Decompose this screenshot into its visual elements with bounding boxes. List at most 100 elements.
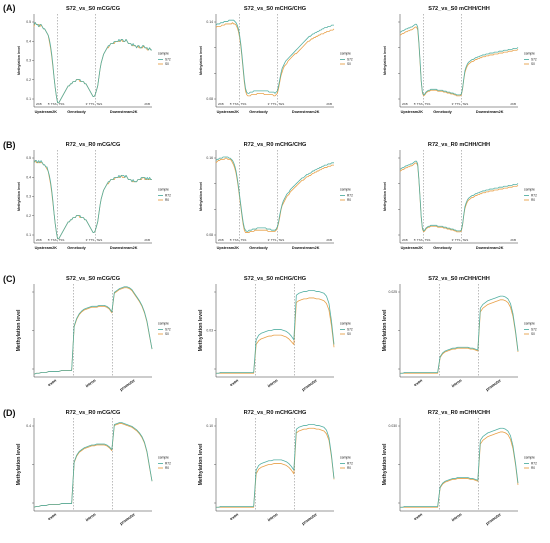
position-label: 2KB [402,238,408,242]
x-category-label: intron [266,511,279,522]
chart-panel: S72_vs_S0 mCG/CG Methylation level 0.5 0.4 0… [17,6,171,114]
legend-title: sample [340,52,351,56]
legend-label: S0 [347,332,351,336]
legend-title: sample [158,456,169,460]
x-category-label: promoter [485,511,503,525]
legend-label: S72 [165,328,171,332]
position-label: TES [278,238,284,242]
position-label: 2KB [36,238,42,242]
legend-label: S72 [165,58,171,62]
x-section-label: Downstream2K [476,246,504,250]
y-tick-label: 0.1 [26,233,31,237]
legend-title: sample [524,322,535,326]
legend-label: R0 [165,198,169,202]
chart-title: R72_vs_R0 mCHH/CHH [428,142,490,148]
legend-label: R72 [347,462,353,466]
position-label: TSS [425,102,431,106]
y-tick-label: 0.2 [26,214,31,218]
y-axis-label: Methylation level [17,46,21,75]
x-category-label: promoter [301,377,319,391]
position-label: 3' TTS [268,102,277,106]
y-tick-label: 0.14 [206,20,213,24]
chart-title: S72_vs_S0 mCHH/CHH [428,6,490,12]
chart-panel: R72_vs_R0 mCG/CG Methylation level 0.4 exon… [16,410,171,526]
x-section-label: Downstream2K [292,110,320,114]
y-axis-label: Methylation level [16,443,22,485]
legend-label: S72 [531,328,537,332]
chart-panel: R72_vs_R0 mCG/CG Methylation level 0.5 0.4 0… [17,142,171,250]
x-section-label: Downstream2K [292,246,320,250]
row-label: (D) [3,408,16,418]
series-line-r72 [216,424,335,508]
y-tick-label: 0.5 [26,156,31,160]
y-tick-label: 0.1 [26,97,31,101]
x-section-label: Genebody [67,246,86,250]
position-label: TES [96,238,102,242]
x-category-label: exon [47,511,58,521]
position-label: 2KB [144,102,150,106]
row-label: (B) [3,140,16,150]
position-label: 2KB [218,102,224,106]
x-section-label: Upstream2K [35,110,58,114]
legend-label: R72 [347,194,353,198]
y-axis-label: Methylation level [199,182,203,211]
series-line-s72 [216,290,335,374]
y-tick-label: 0.08 [206,233,213,237]
y-tick-label: 0.03 [206,329,213,333]
series-line-r0 [215,157,334,233]
x-section-label: Upstream2K [401,110,424,114]
x-category-label: intron [266,377,279,388]
y-axis-label: Methylation level [199,46,203,75]
position-label: TSS [241,238,247,242]
series-line-r72 [33,422,153,508]
chart-panel: R72_vs_R0 mCHG/CHG Methylation level 0.16 0… [199,142,353,250]
x-section-label: Upstream2K [401,246,424,250]
legend-title: sample [158,52,169,56]
series-line-s72 [400,295,519,374]
series-line-s72 [33,286,153,375]
chart-title: S72_vs_S0 mCG/CG [66,6,120,12]
series-line-s72 [215,19,334,94]
y-axis-label: Methylation level [17,182,21,211]
position-label: TES [462,102,468,106]
series-line-r72 [399,160,519,232]
legend-label: R72 [165,194,171,198]
x-category-label: promoter [485,377,503,391]
legend-title: sample [340,188,351,192]
series-line-s0 [216,297,335,374]
legend-label: R0 [165,466,169,470]
position-label: 2KB [510,238,516,242]
y-tick-label: 0.16 [206,156,213,160]
position-label: 5' TSS [230,238,239,242]
y-tick-label: 0.030 [389,424,398,428]
series-line-r0 [400,431,519,508]
y-tick-label: 0.5 [26,20,31,24]
y-axis-label: Methylation level [382,309,388,351]
series-line-s72 [399,23,519,96]
position-label: 2KB [326,238,332,242]
x-section-label: Upstream2K [35,246,58,250]
x-section-label: Upstream2K [217,246,240,250]
x-section-label: Genebody [433,246,452,250]
legend-label: S0 [531,62,535,66]
position-label: 5' TSS [230,102,239,106]
x-category-label: intron [450,511,463,522]
y-axis-label: Methylation level [382,443,388,485]
legend-label: S0 [165,62,169,66]
position-label: TES [96,102,102,106]
x-category-label: promoter [119,511,137,525]
x-section-label: Downstream2K [110,246,138,250]
x-category-label: intron [450,377,463,388]
chart-title: R72_vs_R0 mCHG/CHG [244,410,307,416]
position-label: 3' TTS [86,102,95,106]
position-label: 2KB [144,238,150,242]
y-axis-label: Methylation level [198,309,204,351]
chart-title: R72_vs_R0 mCHH/CHH [428,410,490,416]
series-line-r0 [33,423,153,508]
chart-title: S72_vs_S0 mCHG/CHG [244,276,306,282]
y-axis-label: Methylation level [198,443,204,485]
x-category-label: promoter [301,511,319,525]
position-label: 5' TSS [414,238,423,242]
legend-title: sample [340,456,351,460]
chart-panel: R72_vs_R0 mCHG/CHG Methylation level 0.10 e… [198,410,353,526]
